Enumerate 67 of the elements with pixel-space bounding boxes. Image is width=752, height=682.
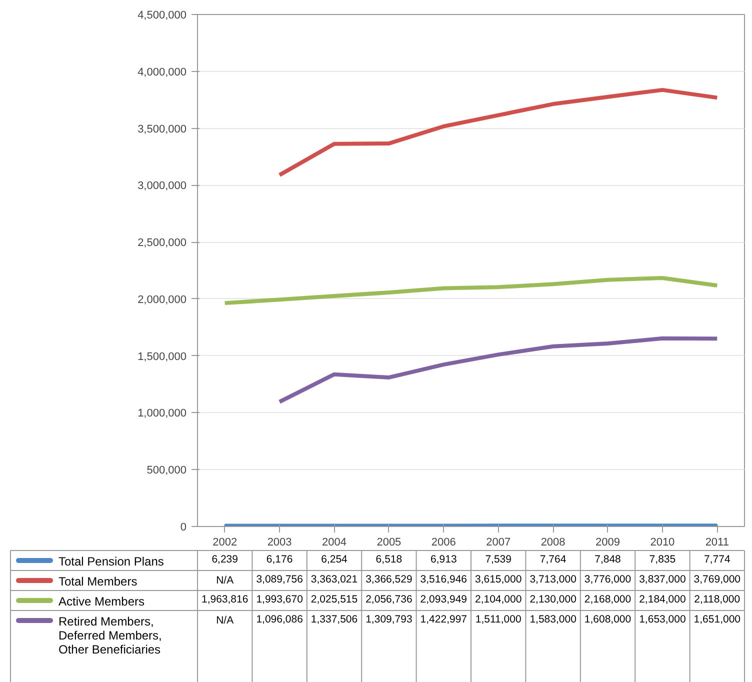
data-label: 6,176 <box>266 554 293 566</box>
data-label: 3,089,756 <box>256 574 304 586</box>
y-tick-label: 2,500,000 <box>138 237 186 250</box>
line-series <box>278 336 720 404</box>
data-label: 1,993,670 <box>256 594 304 606</box>
data-label: 7,764 <box>540 554 566 566</box>
x-tick-label: 2011 <box>705 536 729 548</box>
y-tick-label: 4,500,000 <box>138 10 186 22</box>
data-label: 3,615,000 <box>474 574 522 586</box>
y-tick-label: 0 <box>180 522 187 534</box>
y-tick-label: 500,000 <box>146 464 187 477</box>
data-label: 6,254 <box>321 554 348 566</box>
y-tick-label: 3,500,000 <box>138 123 186 136</box>
data-label: 7,774 <box>704 554 730 566</box>
x-tick-label: 2004 <box>322 536 346 548</box>
line-series <box>278 88 720 177</box>
y-tick-label: 1,000,000 <box>138 408 186 420</box>
x-tick-label: 2008 <box>540 536 566 548</box>
data-label: 6,913 <box>430 554 457 566</box>
data-label: 7,848 <box>594 554 622 566</box>
x-tick-label: 2006 <box>431 536 456 548</box>
y-tick-label: 2,000,000 <box>138 294 186 306</box>
data-label: 6,239 <box>212 554 238 566</box>
text: N/A <box>216 574 234 586</box>
data-label: 2,025,515 <box>310 594 358 606</box>
legend-label: Total Pension Plans <box>58 554 164 568</box>
data-label: 3,366,529 <box>366 574 412 586</box>
data-label: 1,651,000 <box>694 614 741 626</box>
y-tick-label: 4,000,000 <box>138 66 186 78</box>
data-label: 3,516,946 <box>420 574 468 586</box>
legend-label: Active Members <box>58 594 145 608</box>
data-label: 1,963,816 <box>201 594 248 606</box>
data-label: 2,104,000 <box>474 594 522 606</box>
data-label: 2,184,000 <box>639 594 686 606</box>
x-tick-label: 2003 <box>267 536 292 548</box>
legend-label: Total Members <box>58 574 138 588</box>
data-label: 1,511,000 <box>475 614 522 626</box>
data-label: 3,769,000 <box>694 574 741 586</box>
data-label: 2,130,000 <box>530 594 577 606</box>
data-label: 2,118,000 <box>694 594 740 606</box>
y-tick-label: 1,500,000 <box>138 350 186 363</box>
data-label: 1,309,793 <box>366 614 412 626</box>
y-tick-label: 3,000,000 <box>138 180 186 192</box>
x-tick-label: 2007 <box>486 536 511 548</box>
data-label: 1,653,000 <box>639 614 686 626</box>
line-series <box>222 276 720 306</box>
data-label: 2,168,000 <box>584 594 632 606</box>
x-tick-label: 2005 <box>376 536 402 548</box>
x-tick-label: 2010 <box>650 536 675 548</box>
data-label: 7,835 <box>649 554 676 566</box>
data-label: 7,539 <box>485 554 512 566</box>
data-label: 3,363,021 <box>310 574 358 586</box>
data-label: 3,837,000 <box>639 574 686 586</box>
data-label: 1,608,000 <box>584 614 632 626</box>
data-label: 2,093,949 <box>420 594 468 606</box>
data-label: 1,337,506 <box>310 614 358 626</box>
text: N/A <box>216 614 234 626</box>
data-label: 1,422,997 <box>420 614 468 626</box>
data-label: 2,056,736 <box>366 594 412 606</box>
data-label: 1,096,086 <box>256 614 304 626</box>
legend-label: Retired Members, Deferred Members, Other Beneficiaries <box>58 614 162 656</box>
data-label: 3,776,000 <box>584 574 632 586</box>
data-label: 1,583,000 <box>530 614 577 626</box>
x-tick-label: 2002 <box>212 536 238 548</box>
data-label: 6,518 <box>376 554 402 566</box>
data-label: 3,713,000 <box>530 574 577 586</box>
x-tick-label: 2009 <box>596 536 620 548</box>
